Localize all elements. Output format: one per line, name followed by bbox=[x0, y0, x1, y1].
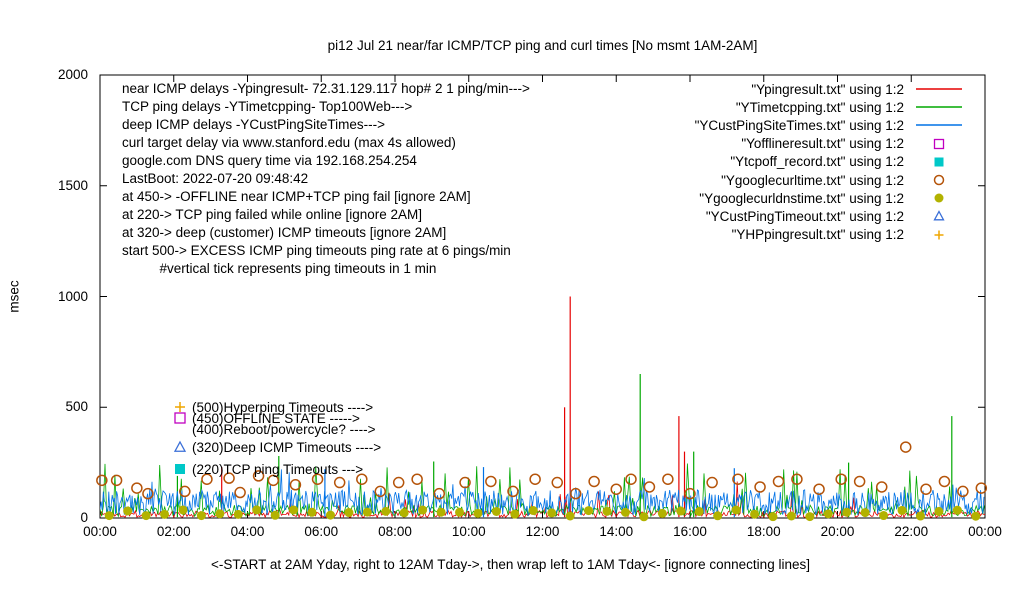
y-tick-label: 1000 bbox=[57, 288, 88, 304]
x-tick-label: 20:00 bbox=[820, 524, 855, 539]
x-axis-caption: <-START at 2AM Yday, right to 12AM Tday-… bbox=[211, 557, 810, 572]
annotation-line: at 450-> -OFFLINE near ICMP+TCP ping fai… bbox=[122, 189, 471, 204]
legend-item: "Ypingresult.txt" using 1:2 bbox=[695, 80, 964, 98]
x-tick-label: 18:00 bbox=[746, 524, 781, 539]
legend-sample-square-filled-icon bbox=[934, 157, 944, 167]
y-tick-label: 1500 bbox=[57, 177, 88, 193]
y-tick-label: 2000 bbox=[57, 67, 88, 82]
square-filled-icon bbox=[175, 464, 185, 475]
annotation-line: TCP ping delays -YTimetcpping- Top100Web… bbox=[122, 99, 413, 114]
x-tick-label: 06:00 bbox=[304, 524, 339, 539]
level-label: (500)Hyperping Timeouts ----> bbox=[172, 399, 374, 415]
legend-item: "Ygooglecurldnstime.txt" using 1:2 bbox=[695, 189, 964, 207]
level-label-text: (220)TCP ping Timeouts ---> bbox=[192, 461, 364, 477]
legend-sample-triangle-open-icon bbox=[933, 210, 945, 221]
legend-item: "Ygooglecurltime.txt" using 1:2 bbox=[695, 171, 964, 189]
level-label: (220)TCP ping Timeouts ---> bbox=[172, 461, 364, 477]
level-label-text: (450)OFFLINE STATE -----> bbox=[192, 410, 360, 426]
y-tick-label: 500 bbox=[65, 399, 88, 415]
legend-item: "YTimetcpping.txt" using 1:2 bbox=[695, 98, 964, 116]
plus-icon bbox=[175, 402, 185, 413]
chart-title: pi12 Jul 21 near/far ICMP/TCP ping and c… bbox=[327, 38, 758, 53]
legend-label: "Ypingresult.txt" using 1:2 bbox=[751, 81, 904, 97]
legend-label: "Ygooglecurltime.txt" using 1:2 bbox=[721, 172, 904, 188]
legend-sample-plus-icon bbox=[934, 230, 944, 240]
annotation-line: start 500-> EXCESS ICMP ping timeouts pi… bbox=[122, 243, 511, 258]
legend-sample-circle-filled-icon bbox=[934, 193, 944, 203]
legend-sample-line-icon bbox=[916, 124, 962, 127]
annotation-line: google.com DNS query time via 192.168.25… bbox=[122, 153, 417, 168]
legend-sample-line-icon bbox=[916, 106, 962, 109]
level-label-text: (500)Hyperping Timeouts ----> bbox=[192, 399, 374, 415]
annotation-line: #vertical tick represents ping timeouts … bbox=[122, 261, 437, 276]
legend-item: "Ytcpoff_record.txt" using 1:2 bbox=[695, 153, 964, 171]
x-tick-label: 04:00 bbox=[230, 524, 265, 539]
legend-label: "YTimetcpping.txt" using 1:2 bbox=[735, 99, 904, 115]
level-label-text: (400)Reboot/powercycle? ----> bbox=[192, 421, 376, 437]
legend-label: "Ygooglecurldnstime.txt" using 1:2 bbox=[699, 190, 904, 206]
legend: "Ypingresult.txt" using 1:2 "YTimetcpping… bbox=[695, 80, 964, 244]
x-tick-label: 10:00 bbox=[451, 524, 486, 539]
legend-label: "Ytcpoff_record.txt" using 1:2 bbox=[730, 154, 904, 170]
legend-label: "YCustPingTimeout.txt" using 1:2 bbox=[705, 208, 904, 224]
legend-label: "Yofflineresult.txt" using 1:2 bbox=[741, 136, 904, 152]
level-label-text: (320)Deep ICMP Timeouts ----> bbox=[192, 439, 382, 455]
annotation-line: curl target delay via www.stanford.edu (… bbox=[122, 135, 456, 150]
annotation-line: near ICMP delays -Ypingresult- 72.31.129… bbox=[122, 81, 530, 96]
y-axis-label: msec bbox=[6, 280, 22, 313]
legend-sample-line-icon bbox=[916, 88, 962, 90]
legend-label: "YHPpingresult.txt" using 1:2 bbox=[731, 227, 904, 243]
triangle-open-icon bbox=[173, 440, 187, 453]
annotation-line: LastBoot: 2022-07-20 09:48:42 bbox=[122, 171, 309, 186]
y-tick-label: 0 bbox=[80, 510, 88, 525]
x-tick-label: 08:00 bbox=[378, 524, 412, 539]
x-tick-label: 16:00 bbox=[673, 524, 707, 539]
annotation-line: at 220-> TCP ping failed while online [i… bbox=[122, 207, 423, 222]
plot-annotations: near ICMP delays -Ypingresult- 72.31.129… bbox=[122, 80, 530, 278]
legend-item: "YCustPingTimeout.txt" using 1:2 bbox=[695, 207, 964, 225]
legend-item: "YHPpingresult.txt" using 1:2 bbox=[695, 226, 964, 244]
level-label: (320)Deep ICMP Timeouts ----> bbox=[172, 439, 382, 455]
x-tick-label: 14:00 bbox=[599, 524, 634, 539]
legend-item: "YCustPingSiteTimes.txt" using 1:2 bbox=[695, 116, 964, 134]
x-tick-label: 00:00 bbox=[83, 524, 117, 539]
x-tick-label: 02:00 bbox=[156, 524, 191, 539]
level-marker-spacer bbox=[172, 422, 188, 436]
legend-sample-square-open-icon bbox=[933, 138, 945, 149]
x-tick-label: 12:00 bbox=[525, 524, 560, 539]
level-label: (450)OFFLINE STATE -----> bbox=[172, 410, 360, 426]
legend-sample-circle-open-icon bbox=[933, 174, 945, 186]
x-tick-label: 00:00 bbox=[968, 524, 1002, 539]
legend-item: "Yofflineresult.txt" using 1:2 bbox=[695, 135, 964, 153]
legend-label: "YCustPingSiteTimes.txt" using 1:2 bbox=[694, 117, 904, 133]
annotation-line: deep ICMP delays -YCustPingSiteTimes---> bbox=[122, 117, 385, 132]
square-open-icon bbox=[174, 412, 186, 424]
level-label: (400)Reboot/powercycle? ----> bbox=[172, 421, 376, 437]
x-tick-label: 22:00 bbox=[894, 524, 929, 539]
annotation-line: at 320-> deep (customer) ICMP timeouts [… bbox=[122, 225, 447, 240]
